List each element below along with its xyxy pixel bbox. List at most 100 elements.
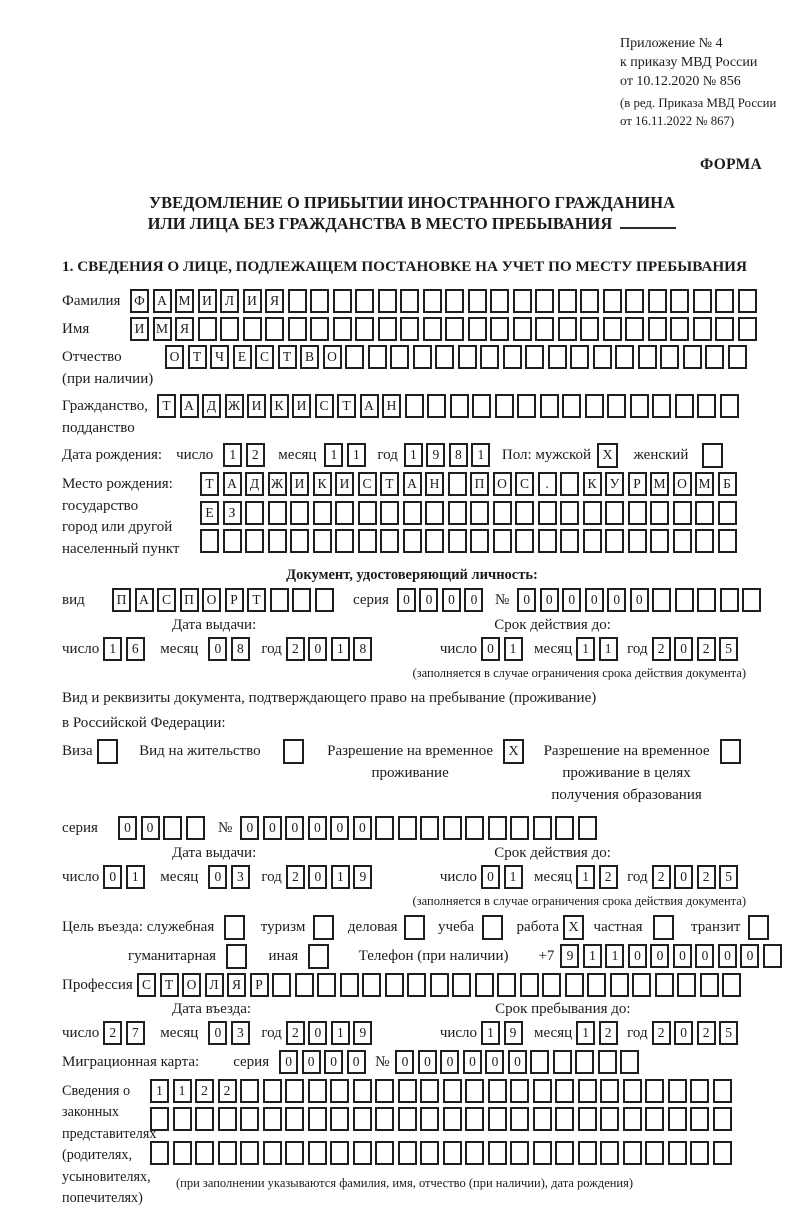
- empty-cell[interactable]: [267, 500, 287, 525]
- empty-cell[interactable]: [362, 972, 381, 997]
- empty-cell[interactable]: [537, 500, 557, 525]
- empty-cell[interactable]: [490, 317, 509, 341]
- empty-cell[interactable]: [467, 289, 487, 313]
- char-cell[interactable]: 0: [464, 587, 484, 612]
- empty-cell[interactable]: [515, 500, 534, 525]
- empty-cell[interactable]: [677, 972, 696, 997]
- empty-cell[interactable]: [555, 815, 575, 840]
- empty-cell[interactable]: [645, 1140, 664, 1165]
- empty-cell[interactable]: [577, 1078, 597, 1103]
- empty-cell[interactable]: [762, 943, 782, 968]
- empty-cell[interactable]: [510, 1107, 529, 1131]
- char-cell[interactable]: И: [197, 289, 217, 313]
- empty-cell[interactable]: [602, 289, 622, 313]
- empty-cell[interactable]: [670, 289, 689, 313]
- char-cell[interactable]: 0: [627, 943, 647, 968]
- empty-cell[interactable]: [267, 529, 287, 553]
- char-cell[interactable]: 8: [230, 636, 250, 661]
- empty-cell[interactable]: [695, 500, 714, 525]
- char-cell[interactable]: 0: [285, 815, 305, 840]
- char-cell[interactable]: Р: [224, 587, 244, 612]
- empty-cell[interactable]: [605, 500, 624, 525]
- char-cell[interactable]: 1: [330, 636, 350, 661]
- empty-cell[interactable]: [447, 472, 467, 496]
- char-cell[interactable]: 0: [396, 587, 416, 612]
- empty-cell[interactable]: [474, 972, 494, 997]
- empty-cell[interactable]: [532, 1140, 552, 1165]
- char-cell[interactable]: И: [130, 317, 149, 341]
- char-cell[interactable]: 0: [481, 864, 501, 889]
- empty-cell[interactable]: [742, 587, 762, 612]
- empty-cell[interactable]: [674, 394, 694, 418]
- empty-cell[interactable]: [402, 500, 422, 525]
- empty-cell[interactable]: [717, 529, 737, 553]
- empty-cell[interactable]: [542, 972, 561, 997]
- empty-cell[interactable]: [375, 1078, 394, 1103]
- empty-cell[interactable]: [650, 529, 669, 553]
- empty-cell[interactable]: [647, 317, 667, 341]
- empty-cell[interactable]: [150, 1107, 169, 1131]
- empty-cell[interactable]: [650, 500, 669, 525]
- char-cell[interactable]: 1: [471, 443, 491, 467]
- empty-cell[interactable]: [712, 1140, 732, 1165]
- empty-cell[interactable]: [457, 345, 477, 369]
- empty-cell[interactable]: [497, 972, 516, 997]
- empty-cell[interactable]: [420, 815, 440, 840]
- char-cell[interactable]: 6: [125, 636, 145, 661]
- empty-cell[interactable]: [314, 587, 334, 612]
- empty-cell[interactable]: [645, 1078, 664, 1103]
- empty-cell[interactable]: [705, 345, 724, 369]
- empty-cell[interactable]: [425, 500, 444, 525]
- empty-cell[interactable]: [539, 394, 559, 418]
- char-cell[interactable]: Т: [247, 587, 266, 612]
- empty-cell[interactable]: [195, 1140, 214, 1165]
- empty-cell[interactable]: [697, 394, 716, 418]
- empty-cell[interactable]: [592, 345, 612, 369]
- empty-cell[interactable]: [625, 317, 644, 341]
- char-cell[interactable]: М: [175, 289, 194, 313]
- empty-cell[interactable]: [397, 1078, 417, 1103]
- char-cell[interactable]: Ч: [210, 345, 229, 369]
- empty-cell[interactable]: [285, 1078, 304, 1103]
- empty-cell[interactable]: [510, 815, 530, 840]
- empty-cell[interactable]: [240, 1078, 259, 1103]
- empty-cell[interactable]: [195, 1107, 214, 1131]
- empty-cell[interactable]: [307, 1140, 327, 1165]
- empty-cell[interactable]: [380, 529, 399, 553]
- purpose-study-checkbox[interactable]: [482, 914, 504, 940]
- empty-cell[interactable]: [355, 289, 374, 313]
- empty-cell[interactable]: [312, 500, 332, 525]
- char-cell[interactable]: С: [314, 394, 334, 418]
- char-cell[interactable]: 1: [582, 943, 602, 968]
- empty-cell[interactable]: [722, 972, 741, 997]
- empty-cell[interactable]: [352, 1107, 372, 1131]
- char-cell[interactable]: П: [179, 587, 199, 612]
- empty-cell[interactable]: [480, 345, 499, 369]
- char-cell[interactable]: 0: [301, 1049, 321, 1074]
- char-cell[interactable]: П: [470, 472, 489, 496]
- empty-cell[interactable]: [560, 500, 579, 525]
- char-cell[interactable]: 2: [696, 636, 716, 661]
- empty-cell[interactable]: [667, 1078, 687, 1103]
- empty-cell[interactable]: [537, 529, 557, 553]
- empty-cell[interactable]: [564, 972, 584, 997]
- char-cell[interactable]: О: [165, 345, 184, 369]
- char-cell[interactable]: И: [242, 289, 262, 313]
- empty-cell[interactable]: [465, 1140, 484, 1165]
- empty-cell[interactable]: [570, 345, 589, 369]
- empty-cell[interactable]: [262, 1078, 282, 1103]
- empty-cell[interactable]: [557, 289, 577, 313]
- char-cell[interactable]: 0: [103, 864, 123, 889]
- sex-male-checkbox[interactable]: X: [597, 443, 619, 468]
- empty-cell[interactable]: [377, 289, 397, 313]
- residence-permit-checkbox[interactable]: [282, 738, 304, 764]
- char-cell[interactable]: И: [335, 472, 354, 496]
- char-cell[interactable]: 1: [103, 636, 123, 661]
- empty-cell[interactable]: [587, 972, 606, 997]
- char-cell[interactable]: 1: [503, 636, 523, 661]
- char-cell[interactable]: 2: [651, 1020, 671, 1045]
- empty-cell[interactable]: [602, 317, 622, 341]
- empty-cell[interactable]: [584, 394, 604, 418]
- empty-cell[interactable]: [442, 815, 462, 840]
- char-cell[interactable]: 2: [651, 864, 671, 889]
